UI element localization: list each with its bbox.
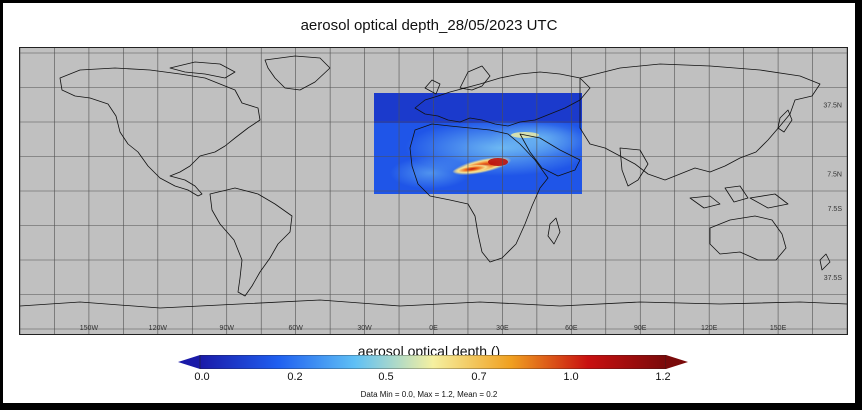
- lon-label: 0E: [429, 325, 438, 332]
- colorbar-tick: 0.5: [378, 371, 394, 383]
- colorbar-tick: 1.0: [563, 371, 579, 383]
- colorbar-tick: 0.2: [287, 371, 303, 383]
- lon-label: 60W: [288, 325, 303, 332]
- lat-label: 37.5S: [824, 275, 843, 282]
- lat-lon-grid: [20, 48, 847, 334]
- map-title: aerosol optical depth_28/05/2023 UTC: [300, 17, 558, 34]
- lat-label: 37.5N: [823, 102, 842, 109]
- lon-label: 60E: [565, 325, 578, 332]
- lon-label: 120E: [701, 325, 718, 332]
- colorbar-low-arrow: [178, 355, 200, 369]
- lon-labels: 150W 120W 90W 60W 30W 0E 30E 60E 90E 120E 150E: [80, 325, 787, 332]
- lon-label: 150E: [770, 325, 787, 332]
- lat-label: 7.5S: [828, 206, 843, 213]
- figure-frame: aerosol optical depth_28/05/2023 UTC: [3, 3, 855, 403]
- colorbar: [178, 355, 688, 369]
- lon-label: 150W: [80, 325, 99, 332]
- aod-field: [374, 93, 582, 194]
- lon-label: 30W: [357, 325, 372, 332]
- colorbar-tick: 1.2: [655, 371, 671, 383]
- lon-label: 120W: [149, 325, 168, 332]
- colorbar-ramp: [199, 355, 667, 369]
- lon-label: 30E: [496, 325, 509, 332]
- colorbar-high-arrow: [666, 355, 688, 369]
- colorbar-tick: 0.0: [194, 371, 210, 383]
- colorbar-tick: 0.7: [471, 371, 487, 383]
- lon-label: 90E: [634, 325, 647, 332]
- data-stats: Data Min = 0.0, Max = 1.2, Mean = 0.2: [360, 390, 498, 399]
- lon-label: 90W: [220, 325, 235, 332]
- lat-label: 7.5N: [827, 171, 842, 178]
- coastlines: [20, 55, 847, 309]
